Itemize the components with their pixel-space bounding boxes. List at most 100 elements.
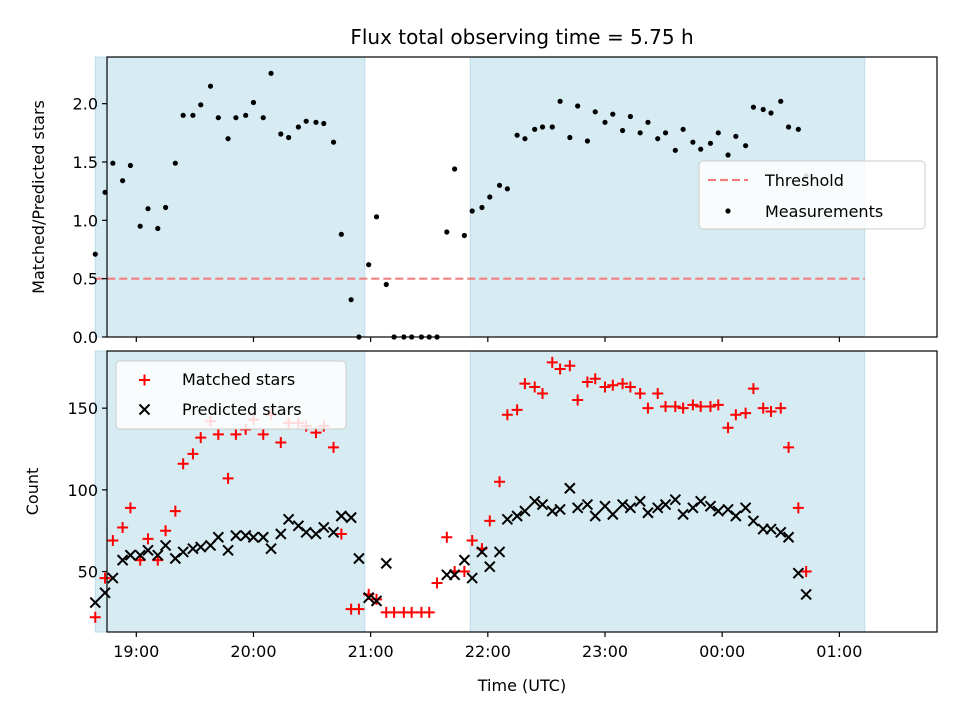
predicted-stars-point xyxy=(501,513,514,525)
y-tick-label: 150 xyxy=(67,399,98,418)
y-tick-label: 1.5 xyxy=(73,153,98,172)
measurement-point xyxy=(619,127,626,134)
measurement-point xyxy=(479,204,485,211)
predicted-stars-point xyxy=(318,521,330,534)
matched-stars-point xyxy=(792,502,804,514)
measurement-point xyxy=(225,136,231,142)
measurement-point xyxy=(504,186,510,192)
measurement-point xyxy=(250,99,257,106)
matched-stars-point xyxy=(177,458,189,470)
legend-predicted-label: Predicted stars xyxy=(182,400,302,419)
measurement-point xyxy=(690,139,696,145)
measurement-point xyxy=(768,110,774,116)
matched-stars-point xyxy=(458,566,470,578)
measurement-point xyxy=(725,152,731,158)
legend-threshold-label: Threshold xyxy=(764,171,844,190)
bottom-y-ticks: 50 100 150 xyxy=(67,399,107,582)
matched-stars-point xyxy=(677,402,689,414)
measurement-point xyxy=(469,208,475,214)
measurement-point xyxy=(610,111,616,117)
predicted-stars-point xyxy=(134,549,146,561)
bottom-panel: 19:00 20:00 21:00 22:00 23:00 00:00 01:00 50 10… xyxy=(23,350,938,695)
measurement-point xyxy=(155,225,161,232)
measurement-point xyxy=(268,70,274,76)
predicted-stars-point xyxy=(528,495,541,508)
measurement-point xyxy=(383,281,389,288)
measurement-point xyxy=(750,104,757,110)
predicted-stars-point xyxy=(89,596,101,609)
measurement-point xyxy=(514,132,520,138)
measurement-point xyxy=(452,166,458,172)
predicted-stars-point xyxy=(536,498,549,511)
matched-stars-point xyxy=(599,381,611,393)
matched-stars-point xyxy=(117,521,129,533)
matched-stars-point xyxy=(257,428,269,440)
matched-stars-point xyxy=(501,409,513,421)
predicted-stars-point xyxy=(466,572,478,584)
legend-box xyxy=(115,360,347,430)
predicted-stars-point xyxy=(265,542,277,555)
measurement-point xyxy=(313,119,319,125)
predicted-stars-point xyxy=(458,554,471,566)
matched-stars-point xyxy=(740,407,752,419)
predicted-stars-point xyxy=(712,505,724,517)
measurement-point xyxy=(145,206,151,212)
bottom-y-axis-label: Count xyxy=(23,468,42,516)
measurement-point xyxy=(198,102,204,108)
predicted-stars-point xyxy=(765,523,777,535)
matched-stars-point xyxy=(660,401,672,413)
predicted-stars-point xyxy=(775,526,787,539)
predicted-stars-point xyxy=(642,507,654,519)
top-x-ticks xyxy=(135,337,840,342)
measurement-point xyxy=(215,115,221,121)
measurement-point xyxy=(637,130,643,136)
measurement-point xyxy=(110,160,116,166)
predicted-stars-point xyxy=(448,569,461,581)
measurement-point xyxy=(260,115,266,121)
measurement-point xyxy=(655,136,661,142)
predicted-stars-point xyxy=(335,510,348,522)
predicted-stars-point xyxy=(519,505,531,517)
measurement-point xyxy=(444,229,450,235)
predicted-stars-point xyxy=(694,495,707,508)
predicted-stars-point xyxy=(159,539,172,552)
predicted-stars-point xyxy=(300,526,312,539)
measurement-point xyxy=(662,130,669,136)
x-tick-label: 20:00 xyxy=(230,642,276,661)
measurement-point xyxy=(698,146,704,152)
matched-stars-point xyxy=(589,373,601,385)
matched-stars-point xyxy=(652,387,664,399)
bottom-x-axis-label: Time (UTC) xyxy=(477,676,566,695)
matched-stars-point xyxy=(634,387,646,399)
matched-stars-point xyxy=(124,502,136,514)
predicted-stars-point xyxy=(704,500,717,512)
matched-stars-point xyxy=(581,376,593,388)
predicted-stars-point xyxy=(484,560,496,573)
measurement-point xyxy=(532,126,538,132)
matched-stars-point xyxy=(212,428,224,440)
predicted-stars-point xyxy=(616,498,629,511)
predicted-stars-point xyxy=(142,544,154,557)
y-tick-label: 0.0 xyxy=(73,328,98,347)
predicted-stars-point xyxy=(554,503,566,516)
matched-stars-point xyxy=(328,441,340,453)
predicted-stars-point xyxy=(152,549,164,561)
measurement-point xyxy=(680,126,686,132)
measurement-point xyxy=(557,98,563,104)
matched-stars-point xyxy=(730,409,742,421)
measurement-point xyxy=(338,231,344,237)
x-tick-label: 23:00 xyxy=(582,642,628,661)
predicted-stars-point xyxy=(634,495,646,508)
matched-stars-point xyxy=(546,356,558,368)
bottom-shaded-intervals xyxy=(94,350,866,633)
matched-stars-point xyxy=(423,606,435,618)
measurement-point xyxy=(795,126,801,132)
matched-stars-point xyxy=(484,515,496,527)
matched-stars-point xyxy=(757,402,769,414)
matched-stars-point xyxy=(222,472,234,484)
predicted-stars-point xyxy=(362,591,375,604)
predicted-stars-point xyxy=(800,588,812,601)
predicted-stars-point xyxy=(116,554,129,566)
matched-stars-point xyxy=(695,401,707,413)
measurement-point xyxy=(278,131,284,137)
